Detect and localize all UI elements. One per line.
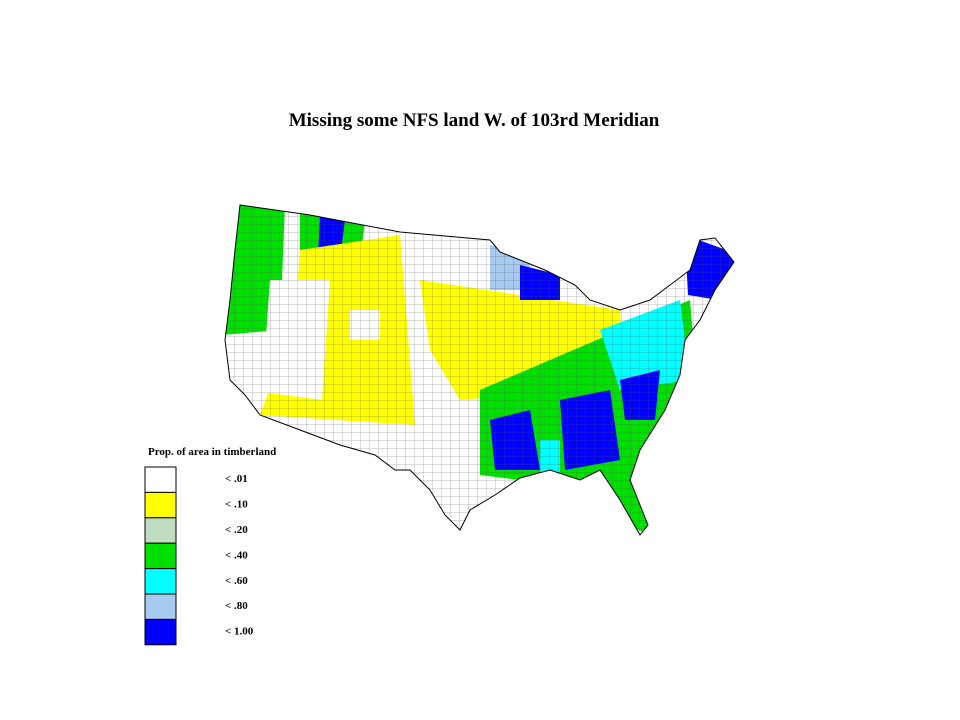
legend-label: < 1.00 (225, 626, 254, 638)
map-outline (224, 204, 735, 536)
legend-label: < .80 (225, 600, 248, 612)
legend-title: Prop. of area in timberland (148, 446, 276, 458)
map (225, 205, 734, 535)
legend-label: < .60 (225, 575, 248, 587)
legend-label: < .20 (225, 524, 248, 536)
legend-label: < .40 (225, 549, 248, 561)
legend-swatch (144, 568, 177, 595)
legend-swatch (144, 618, 177, 646)
map-title: Missing some NFS land W. of 103rd Meridi… (289, 110, 660, 131)
legend-swatch (144, 517, 177, 544)
legend-label: < .10 (225, 499, 248, 511)
legend-swatch (144, 542, 177, 570)
legend: < .01 < .10 < .20 < .40 < .60 < .80 < 1.00 (144, 466, 254, 646)
legend-label: < .01 (225, 473, 248, 485)
legend-swatch (144, 466, 177, 493)
legend-swatch (144, 593, 177, 620)
legend-swatch (144, 491, 177, 519)
